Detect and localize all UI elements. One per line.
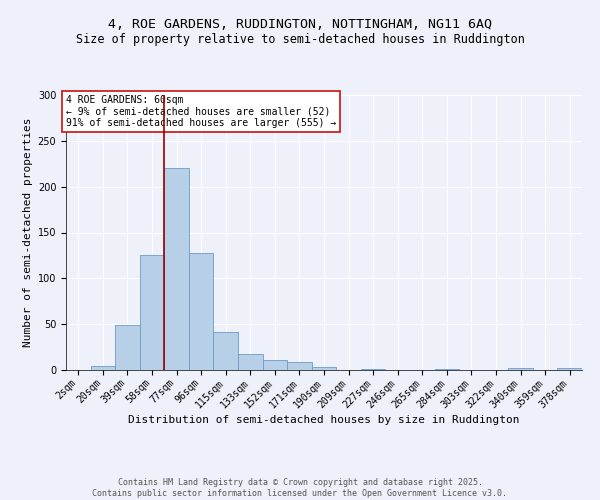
- Bar: [287, 362, 312, 370]
- Bar: [238, 354, 263, 370]
- Bar: [263, 360, 287, 370]
- Text: 4 ROE GARDENS: 60sqm
← 9% of semi-detached houses are smaller (52)
91% of semi-d: 4 ROE GARDENS: 60sqm ← 9% of semi-detach…: [66, 95, 336, 128]
- Bar: [557, 368, 582, 370]
- Bar: [189, 252, 214, 370]
- Bar: [434, 369, 459, 370]
- X-axis label: Distribution of semi-detached houses by size in Ruddington: Distribution of semi-detached houses by …: [128, 415, 520, 425]
- Bar: [508, 368, 533, 370]
- Y-axis label: Number of semi-detached properties: Number of semi-detached properties: [23, 118, 34, 347]
- Text: 4, ROE GARDENS, RUDDINGTON, NOTTINGHAM, NG11 6AQ: 4, ROE GARDENS, RUDDINGTON, NOTTINGHAM, …: [108, 18, 492, 30]
- Bar: [164, 168, 189, 370]
- Bar: [214, 332, 238, 370]
- Bar: [91, 366, 115, 370]
- Bar: [115, 325, 140, 370]
- Text: Contains HM Land Registry data © Crown copyright and database right 2025.
Contai: Contains HM Land Registry data © Crown c…: [92, 478, 508, 498]
- Bar: [312, 367, 336, 370]
- Text: Size of property relative to semi-detached houses in Ruddington: Size of property relative to semi-detach…: [76, 32, 524, 46]
- Bar: [361, 369, 385, 370]
- Bar: [140, 254, 164, 370]
